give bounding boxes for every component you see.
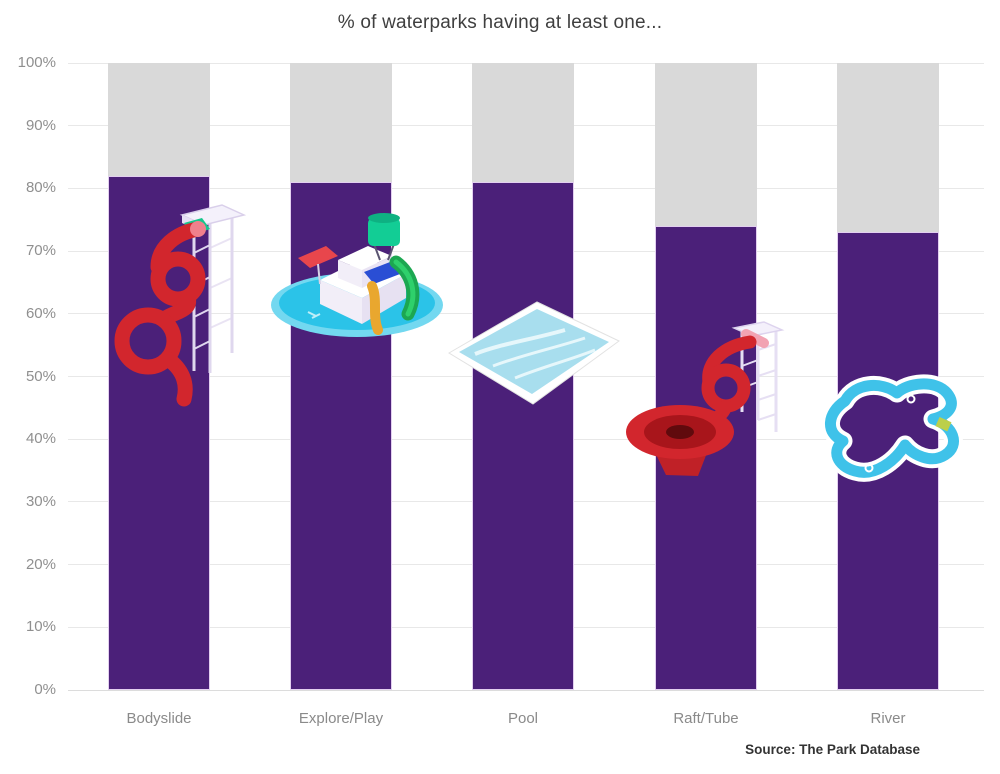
bodyslide-icon xyxy=(96,193,246,408)
explore-play-icon xyxy=(268,202,450,340)
y-axis-tick-label: 10% xyxy=(25,618,56,636)
x-axis-label-explore-play: Explore/Play xyxy=(298,710,384,727)
bar-pool xyxy=(472,182,574,690)
bar-remainder-river xyxy=(837,63,939,233)
chart-title: % of waterparks having at least one... xyxy=(337,12,663,33)
source-caption: Source: The Park Database xyxy=(745,742,920,757)
y-axis-tick-label: 60% xyxy=(25,304,56,322)
x-axis-label-river: River xyxy=(870,710,906,727)
y-axis-tick-label: 20% xyxy=(25,555,56,573)
bar-remainder-explore-play xyxy=(290,63,392,183)
gridline-0 xyxy=(68,689,984,691)
y-axis-tick-label: 70% xyxy=(25,242,56,260)
y-axis-tick-label: 100% xyxy=(17,54,56,71)
y-axis-tick-label: 50% xyxy=(25,367,56,385)
x-axis-label-raft-tube: Raft/Tube xyxy=(673,710,739,727)
y-axis-tick-label: 30% xyxy=(25,492,56,510)
y-axis-tick-label: 0% xyxy=(34,681,56,698)
bar-remainder-raft-tube xyxy=(655,63,757,227)
bar-remainder-bodyslide xyxy=(108,63,210,176)
raft-tube-icon xyxy=(614,320,794,478)
bar-remainder-pool xyxy=(472,63,574,183)
pool-icon xyxy=(445,296,623,408)
y-axis-tick-label: 40% xyxy=(25,430,56,448)
y-axis-tick-label: 90% xyxy=(25,116,56,134)
x-axis-label-bodyslide: Bodyslide xyxy=(126,710,192,727)
x-axis-label-pool: Pool xyxy=(507,710,539,727)
river-icon xyxy=(811,361,969,489)
y-axis-tick-label: 80% xyxy=(25,179,56,197)
